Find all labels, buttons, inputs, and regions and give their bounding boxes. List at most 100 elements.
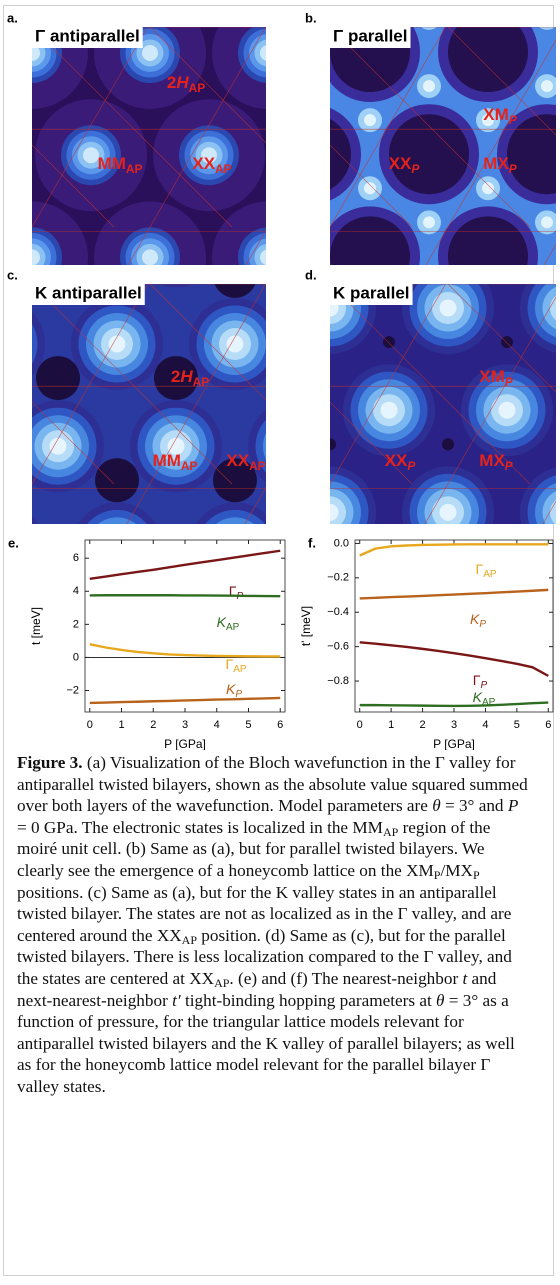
contour <box>255 599 287 631</box>
contour <box>499 606 516 623</box>
panel-title-bg <box>330 283 413 305</box>
contour <box>0 124 15 156</box>
contour <box>364 182 376 195</box>
contour <box>0 458 21 502</box>
site-label: XXP <box>389 154 420 176</box>
contour <box>541 80 553 93</box>
contour <box>142 249 158 265</box>
lattice-line <box>32 144 115 228</box>
contour <box>263 606 280 623</box>
contour <box>50 642 67 659</box>
contour <box>0 109 30 171</box>
contour <box>0 540 8 557</box>
site-label: MMAP <box>98 154 143 176</box>
series-line <box>359 588 549 600</box>
contour <box>0 125 3 185</box>
contour <box>314 701 346 733</box>
label-run: P <box>505 375 513 389</box>
contour <box>389 0 501 7</box>
contour <box>442 438 454 451</box>
lattice-line <box>32 284 233 485</box>
contour <box>87 509 147 524</box>
contour <box>233 576 310 653</box>
y-tick-label: 0 <box>73 651 79 663</box>
label-run: P <box>509 113 517 127</box>
heatmap <box>0 101 487 750</box>
contour <box>256 203 333 280</box>
panel-title-bg <box>32 283 145 305</box>
x-tick-label: 3 <box>182 719 188 731</box>
contour <box>322 722 384 750</box>
contour <box>0 714 38 750</box>
contour <box>501 540 513 552</box>
contour <box>94 525 141 572</box>
contour <box>265 132 277 144</box>
contour <box>71 707 163 750</box>
series-name: Γ <box>475 561 483 577</box>
x-tick-label: 3 <box>451 719 457 731</box>
contour <box>48 671 140 750</box>
contour <box>330 27 410 92</box>
panel-letter: f. <box>308 535 316 550</box>
panel-letter: b. <box>305 10 317 25</box>
contour <box>101 532 133 564</box>
contour <box>439 299 457 317</box>
label-run: XX <box>226 451 249 470</box>
contour <box>0 101 38 178</box>
contour <box>491 599 523 631</box>
caption-run: /MX <box>440 860 473 880</box>
label-run: XX <box>385 451 408 470</box>
caption-run: = 3° as a function of pressure, for the … <box>17 990 515 1096</box>
series-subscript: P <box>235 689 242 700</box>
contour <box>260 45 266 61</box>
caption-run: positions. (c) Same as (a), but for the … <box>17 882 512 945</box>
lattice-line <box>32 401 115 485</box>
contour <box>550 701 560 733</box>
contour <box>265 745 277 750</box>
plot-frame <box>354 539 554 713</box>
contour <box>307 707 399 750</box>
contour <box>330 216 410 265</box>
series-line <box>89 696 281 705</box>
contour <box>271 0 383 7</box>
label-run: 2 <box>171 367 180 386</box>
contour <box>539 27 555 30</box>
contour <box>507 114 556 195</box>
contour <box>272 560 316 604</box>
label-run: H <box>176 73 189 92</box>
x-axis-label: P [GPa] <box>433 737 475 750</box>
contour <box>423 12 435 24</box>
contour <box>168 642 185 659</box>
contour <box>137 599 169 631</box>
contour <box>206 643 218 655</box>
series-line <box>89 594 281 598</box>
caption: Figure 3. (a) Visualization of the Bloch… <box>17 752 532 1098</box>
contour <box>35 0 147 7</box>
contour <box>305 216 317 228</box>
contour <box>315 714 392 750</box>
label-run: XX <box>389 154 412 173</box>
series-subscript: AP <box>483 569 497 580</box>
contour <box>212 729 259 750</box>
y-tick-label: 6 <box>73 552 79 564</box>
contour <box>201 147 217 164</box>
label-run: AP <box>193 375 210 389</box>
contour <box>404 642 421 659</box>
series-subscript: AP <box>226 622 240 633</box>
contour <box>455 532 487 564</box>
contour <box>138 612 215 689</box>
contour <box>109 744 126 750</box>
caption-run: AP <box>382 824 399 839</box>
x-tick-label: 6 <box>545 719 551 731</box>
panel-title: K antiparallel <box>35 283 142 302</box>
contour <box>128 523 140 535</box>
contour <box>484 591 531 638</box>
contour <box>248 605 340 697</box>
series-name: Γ <box>229 583 237 599</box>
panel-letter: c. <box>7 267 18 282</box>
contour <box>507 0 560 7</box>
contour <box>147 745 159 750</box>
lattice-line <box>425 39 556 265</box>
lattice-line <box>32 27 233 228</box>
contour <box>256 612 333 689</box>
